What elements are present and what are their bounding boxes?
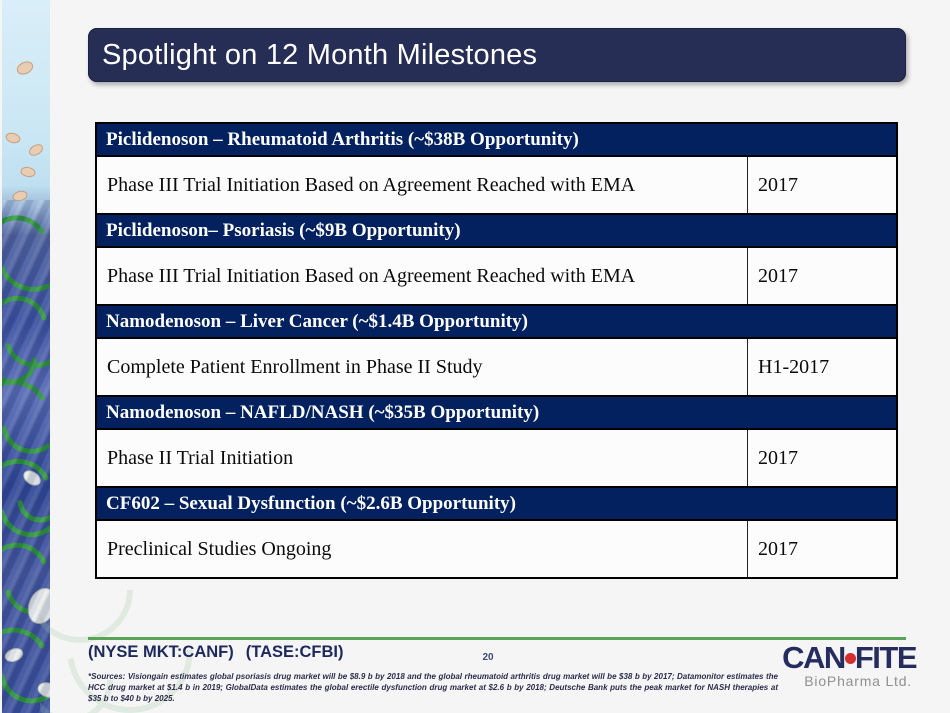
group-header-cf602: CF602 – Sexual Dysfunction (~$2.6B Oppor… <box>97 486 896 519</box>
milestone-table: Piclidenoson – Rheumatoid Arthritis (~$3… <box>95 122 898 579</box>
logo-subtitle: BioPharma Ltd. <box>804 673 912 689</box>
pill-icons <box>5 61 43 202</box>
timing-cell: 2017 <box>758 537 798 560</box>
milestone-cell: Complete Patient Enrollment in Phase II … <box>97 339 748 395</box>
milestone-cell: Phase III Trial Initiation Based on Agre… <box>97 248 748 304</box>
logo-wordmark: CAN FITE <box>766 640 918 675</box>
sources-note: *Sources: Visiongain estimates global ps… <box>88 672 778 704</box>
logo-text-can: CAN <box>782 640 846 675</box>
logo-dot-icon <box>844 653 856 664</box>
timing-cell: 2017 <box>758 446 798 469</box>
group-header-piclidenoson-psoriasis: Piclidenoson– Psoriasis (~$9B Opportunit… <box>97 213 896 246</box>
table-row: Preclinical Studies Ongoing 2017 <box>97 519 896 577</box>
footer-divider <box>88 637 906 640</box>
ticker-nyse: (NYSE MKT:CANF) <box>88 643 234 661</box>
timing-cell: H1-2017 <box>758 355 830 378</box>
timing-cell: 2017 <box>758 264 798 287</box>
ticker-line: (NYSE MKT:CANF) (TASE:CFBI) <box>88 643 344 662</box>
milestone-cell: Phase III Trial Initiation Based on Agre… <box>97 157 748 213</box>
water-texture <box>2 200 50 713</box>
logo-text-fite: FITE <box>854 640 918 675</box>
table-row: Phase III Trial Initiation Based on Agre… <box>97 155 896 213</box>
table-row: Complete Patient Enrollment in Phase II … <box>97 337 896 395</box>
strip-art <box>2 61 50 704</box>
canfite-logo: CAN FITE BioPharma Ltd. <box>766 640 918 689</box>
page-number: 20 <box>482 652 494 663</box>
decorative-strip <box>2 0 50 713</box>
group-header-namodenoson-liver: Namodenoson – Liver Cancer (~$1.4B Oppor… <box>97 304 896 337</box>
group-header-piclidenoson-ra: Piclidenoson – Rheumatoid Arthritis (~$3… <box>97 122 896 155</box>
group-header-namodenoson-nash: Namodenoson – NAFLD/NASH (~$35B Opportun… <box>97 395 896 428</box>
table-row: Phase III Trial Initiation Based on Agre… <box>97 246 896 304</box>
title-bar: Spotlight on 12 Month Milestones <box>88 28 906 82</box>
page-title: Spotlight on 12 Month Milestones <box>102 39 538 71</box>
white-pill-icons <box>4 470 50 698</box>
ticker-tase: (TASE:CFBI) <box>245 643 344 661</box>
table-row: Phase II Trial Initiation 2017 <box>97 428 896 486</box>
green-spirals <box>2 215 50 704</box>
milestone-cell: Phase II Trial Initiation <box>97 430 748 486</box>
timing-cell: 2017 <box>758 173 798 196</box>
milestone-cell: Preclinical Studies Ongoing <box>97 521 748 577</box>
